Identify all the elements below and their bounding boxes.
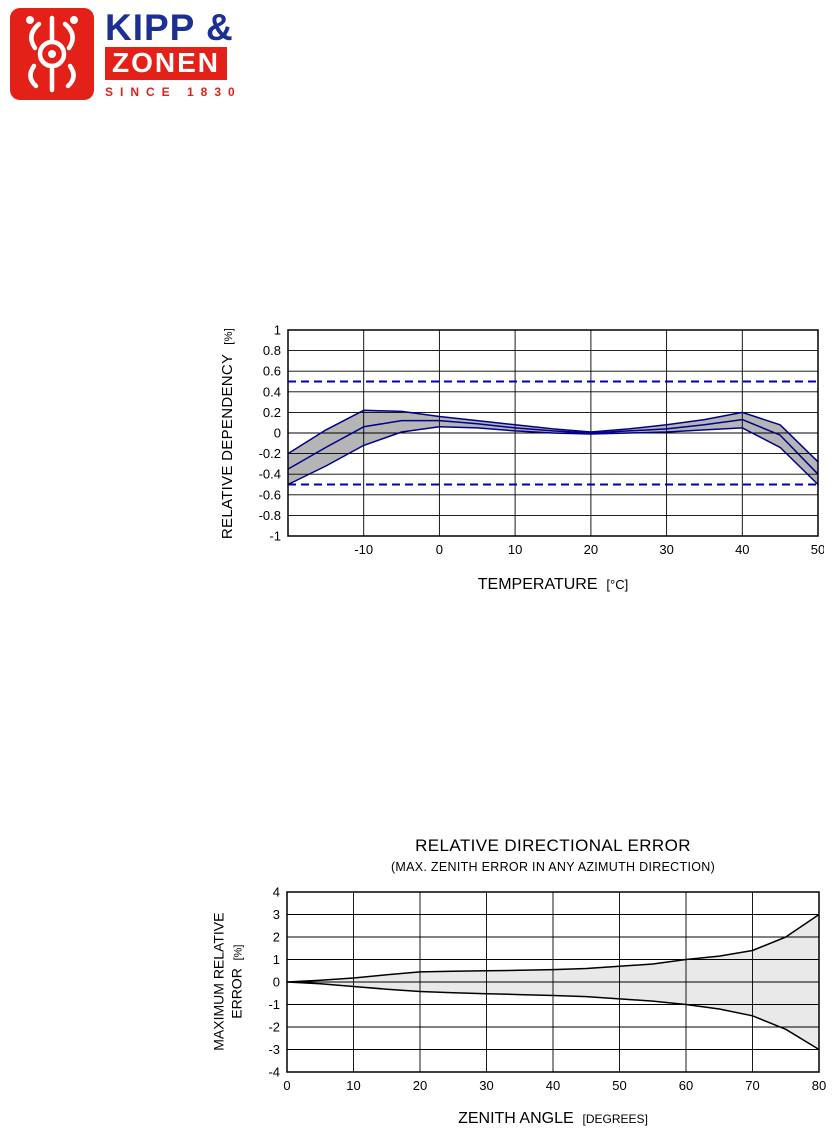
- y-tick-label: 0: [273, 975, 280, 990]
- chart2-ylabel-unit: [%]: [231, 944, 244, 961]
- y-tick-label: -0.8: [259, 508, 281, 523]
- y-tick-label: -0.6: [259, 487, 281, 502]
- lower-curve: [287, 426, 819, 486]
- chart2-xlabel-unit: [DEGREES]: [582, 1112, 648, 1126]
- y-tick-label: -3: [268, 1042, 280, 1057]
- chart1-ylabel-unit: [%]: [223, 327, 236, 345]
- x-tick-label: 30: [659, 542, 673, 557]
- y-tick-label: 0.4: [263, 384, 281, 399]
- y-tick-label: -1: [269, 529, 281, 544]
- chart2-ylabel-line1: MAXIMUM RELATIVE: [210, 912, 227, 1052]
- directional-error-chart: RELATIVE DIRECTIONAL ERROR (MAX. ZENITH …: [205, 836, 829, 1128]
- lower-curve: [286, 981, 820, 1051]
- chart2-y-axis-label: MAXIMUM RELATIVE ERROR [%]: [205, 892, 251, 1072]
- mid-curve: [287, 418, 819, 475]
- x-tick-label: 10: [346, 1078, 360, 1093]
- y-tick-label: 0.8: [263, 343, 281, 358]
- chart1-plot-area: RELATIVE DEPENDENCY [%] 1 0.8 0.6 0.4 0.2 0 -0…: [210, 322, 824, 572]
- chart1-plot-svg: 1 0.8 0.6 0.4 0.2 0 -0.2 -0.4 -0.6 -0.8 -1 -10 0 10 20…: [259, 323, 824, 558]
- y-tick-label: -1: [268, 997, 280, 1012]
- logo-zonen-line: ZONEN: [105, 47, 227, 81]
- chart2-xlabel-text: ZENITH ANGLE: [458, 1110, 574, 1127]
- x-tick-label: 70: [745, 1078, 759, 1093]
- chart1-xlabel-unit: [°C]: [606, 577, 629, 592]
- logo-since-line: SINCE 1830: [105, 85, 242, 100]
- x-tick-label: 30: [479, 1078, 493, 1093]
- x-tick-label: 50: [811, 542, 824, 557]
- chart1-y-axis-label: RELATIVE DEPENDENCY [%]: [210, 327, 246, 539]
- kipp-zonen-logo: KIPP & ZONEN SINCE 1830: [10, 8, 242, 100]
- x-tick-label: -10: [354, 542, 373, 557]
- upper-curve: [287, 409, 819, 463]
- x-tick-label: 0: [436, 542, 443, 557]
- x-tick-label: 20: [584, 542, 598, 557]
- x-tick-label: 60: [679, 1078, 693, 1093]
- chart2-subtitle: (MAX. ZENITH ERROR IN ANY AZIMUTH DIRECT…: [390, 860, 716, 874]
- logo-text: KIPP & ZONEN SINCE 1830: [105, 8, 242, 100]
- y-tick-label: 0.6: [263, 364, 281, 379]
- y-tick-label: 3: [273, 907, 280, 922]
- y-tick-label: -2: [268, 1020, 280, 1035]
- y-tick-label: -0.4: [259, 467, 281, 482]
- y-tick-label: 0: [274, 426, 281, 441]
- chart1-ylabel-text: RELATIVE DEPENDENCY: [219, 353, 237, 539]
- chart2-title: RELATIVE DIRECTIONAL ERROR: [415, 836, 691, 855]
- y-tick-label: -4: [268, 1065, 280, 1080]
- chart2-ylabel-line2: ERROR: [227, 968, 244, 1020]
- x-tick-label: 40: [546, 1078, 560, 1093]
- x-tick-label: 0: [283, 1078, 290, 1093]
- x-tick-label: 20: [413, 1078, 427, 1093]
- chart2-plot-area: MAXIMUM RELATIVE ERROR [%] 4 3 2 1 0 -1 -2 -3 -4…: [205, 884, 829, 1106]
- upper-curve: [286, 913, 820, 983]
- x-tick-label: 80: [812, 1078, 826, 1093]
- plot-border: [286, 891, 820, 1073]
- uncertainty-band: [288, 410, 818, 485]
- y-tick-label: 1: [274, 323, 281, 338]
- y-tick-label: -0.2: [259, 446, 281, 461]
- chart1-x-axis-label: TEMPERATURE [°C]: [246, 576, 824, 594]
- plot-border: [287, 329, 819, 537]
- y-tick-label: 0.2: [263, 405, 281, 420]
- y-tick-label: 2: [273, 930, 280, 945]
- x-tick-label: 40: [735, 542, 749, 557]
- chart1-xlabel-text: TEMPERATURE: [477, 576, 598, 593]
- kipp-zonen-logo-icon: [10, 8, 94, 100]
- logo-kipp-line: KIPP &: [105, 7, 234, 48]
- x-tick-label: 50: [612, 1078, 626, 1093]
- y-tick-label: 4: [273, 885, 280, 900]
- temperature-dependency-chart: RELATIVE DEPENDENCY [%] 1 0.8 0.6 0.4 0.2 0 -0…: [210, 322, 824, 594]
- chart2-x-axis-label: ZENITH ANGLE [DEGREES]: [251, 1110, 829, 1128]
- y-tick-label: 1: [273, 952, 280, 967]
- x-tick-label: 10: [508, 542, 522, 557]
